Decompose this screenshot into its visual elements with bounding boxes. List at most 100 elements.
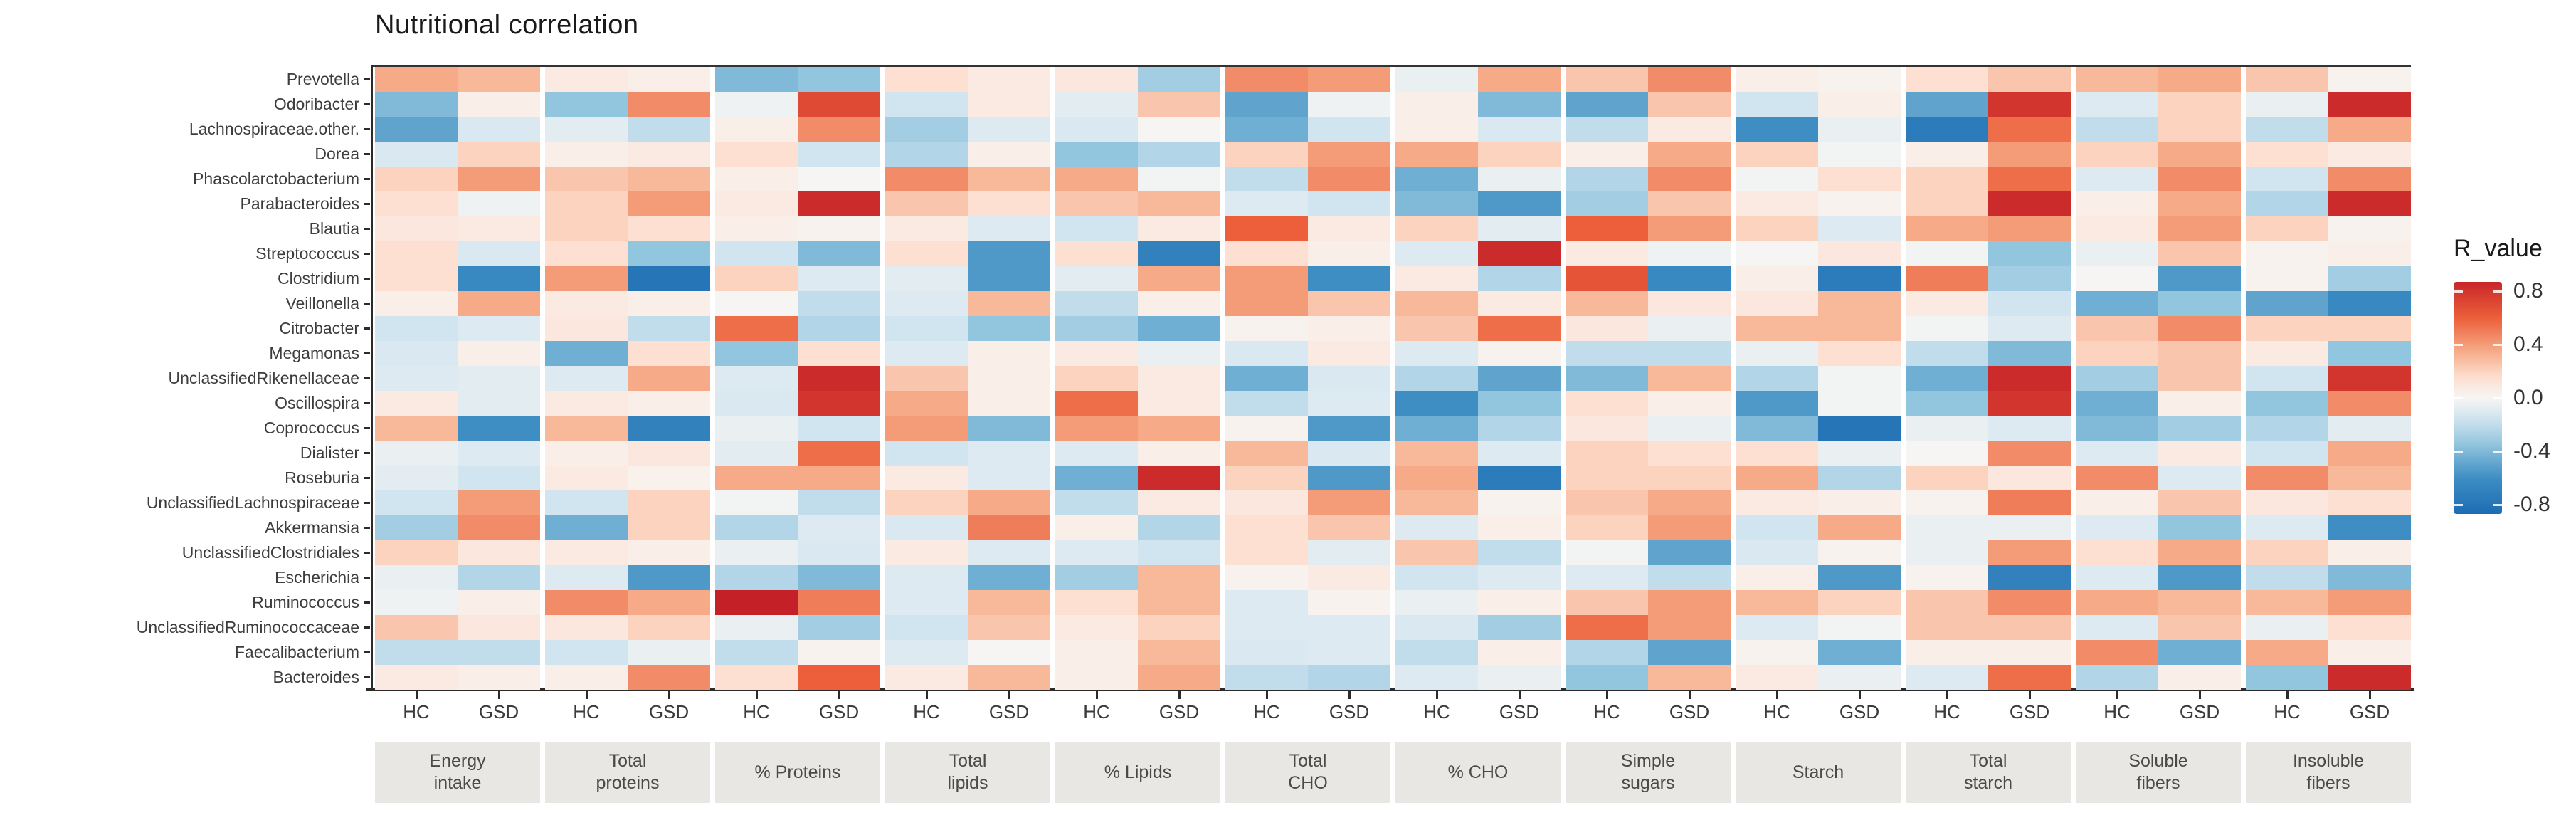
heatmap-cell xyxy=(1988,391,2071,416)
heatmap-cell xyxy=(1055,167,1138,191)
heatmap-cell xyxy=(1988,341,2071,366)
heatmap-cell xyxy=(1566,540,1648,565)
heatmap-cell xyxy=(1736,540,1818,565)
heatmap-facet xyxy=(2076,67,2241,690)
x-axis-group-label: HC xyxy=(1083,701,1110,722)
heatmap-cell xyxy=(1308,67,1390,92)
heatmap-cell xyxy=(1906,590,1988,615)
heatmap-cell xyxy=(715,366,798,391)
heatmap-cell xyxy=(1906,167,1988,191)
heatmap-cell xyxy=(1225,515,1308,540)
heatmap-cell xyxy=(2328,167,2411,191)
heatmap-cell xyxy=(458,590,540,615)
heatmap-cell xyxy=(1478,117,1561,142)
heatmap-cell xyxy=(375,466,458,490)
x-axis-tick xyxy=(668,691,670,699)
heatmap-cell xyxy=(885,665,968,690)
heatmap-cell xyxy=(2158,167,2241,191)
heatmap-cell xyxy=(1736,167,1818,191)
heatmap-cell xyxy=(1138,191,1220,216)
y-axis-label: Blautia xyxy=(309,219,359,238)
heatmap-cell xyxy=(715,117,798,142)
heatmap-cell xyxy=(1055,266,1138,291)
heatmap-cell xyxy=(1736,665,1818,690)
heatmap-cell xyxy=(2328,191,2411,216)
heatmap-cell xyxy=(1308,515,1390,540)
heatmap-cell xyxy=(1225,167,1308,191)
heatmap-cell xyxy=(1225,441,1308,466)
heatmap-cell xyxy=(1648,540,1731,565)
heatmap-cell xyxy=(968,92,1050,117)
heatmap-cell xyxy=(968,366,1050,391)
heatmap-cell xyxy=(1648,142,1731,167)
heatmap-cell xyxy=(798,191,880,216)
heatmap-cell xyxy=(798,92,880,117)
x-axis-tick xyxy=(1946,691,1948,699)
facet-strip-label: Total proteins xyxy=(596,751,660,793)
heatmap-cell xyxy=(715,490,798,515)
x-axis-group-label: GSD xyxy=(988,701,1030,722)
facet-strip: Total CHO xyxy=(1225,742,1390,803)
heatmap-cell xyxy=(1906,191,1988,216)
heatmap-cell xyxy=(1055,92,1138,117)
y-axis-tick xyxy=(364,352,370,354)
facet-strip: Insoluble fibers xyxy=(2246,742,2411,803)
heatmap-cell xyxy=(1648,291,1731,316)
heatmap-cell xyxy=(545,416,628,441)
heatmap-cell xyxy=(798,515,880,540)
heatmap-cell xyxy=(1648,241,1731,266)
heatmap-cell xyxy=(545,142,628,167)
heatmap-cell xyxy=(2076,640,2158,665)
heatmap-cell xyxy=(1566,191,1648,216)
heatmap-cell xyxy=(375,316,458,341)
x-axis-tick xyxy=(1348,691,1351,699)
heatmap-cell xyxy=(798,341,880,366)
heatmap-cell xyxy=(1906,391,1988,416)
heatmap-cell xyxy=(1648,590,1731,615)
heatmap-cell xyxy=(1648,167,1731,191)
heatmap-cell xyxy=(2158,391,2241,416)
heatmap-cell xyxy=(1648,117,1731,142)
heatmap-cell xyxy=(1308,565,1390,590)
y-axis-label: UnclassifiedRikenellaceae xyxy=(168,369,359,387)
heatmap-facet xyxy=(375,67,540,690)
legend-tick-label: 0.4 xyxy=(2513,332,2543,357)
heatmap-cell xyxy=(1988,590,2071,615)
heatmap-cell xyxy=(885,216,968,241)
heatmap-cell xyxy=(628,640,710,665)
y-axis-tick xyxy=(364,676,370,678)
y-axis-label: Clostridium xyxy=(277,269,359,288)
heatmap-cell xyxy=(458,540,540,565)
heatmap-cell xyxy=(715,266,798,291)
heatmap-cell xyxy=(1818,640,1901,665)
heatmap-cell xyxy=(375,142,458,167)
heatmap-cell xyxy=(458,67,540,92)
heatmap-cell xyxy=(1225,266,1308,291)
heatmap-cell xyxy=(628,540,710,565)
heatmap-facet xyxy=(1566,67,1731,690)
heatmap-cell xyxy=(2246,366,2328,391)
heatmap-cell xyxy=(1395,416,1478,441)
heatmap-cell xyxy=(1736,565,1818,590)
heatmap-cell xyxy=(1818,216,1901,241)
heatmap-cell xyxy=(2328,266,2411,291)
heatmap-facet xyxy=(1225,67,1390,690)
heatmap-cell xyxy=(1818,117,1901,142)
heatmap-cell xyxy=(1648,341,1731,366)
heatmap-cell xyxy=(1736,466,1818,490)
heatmap-cell xyxy=(1818,266,1901,291)
heatmap-cell xyxy=(375,665,458,690)
heatmap-cell xyxy=(1478,241,1561,266)
heatmap-cell xyxy=(2076,515,2158,540)
heatmap-cell xyxy=(1138,540,1220,565)
heatmap-cell xyxy=(715,142,798,167)
heatmap-cell xyxy=(1055,67,1138,92)
heatmap-cell xyxy=(1736,391,1818,416)
heatmap-cell xyxy=(2246,515,2328,540)
heatmap-cell xyxy=(968,416,1050,441)
heatmap-cell xyxy=(798,590,880,615)
heatmap-cell xyxy=(1988,191,2071,216)
heatmap-cell xyxy=(2328,117,2411,142)
facet-strip-label: % Lipids xyxy=(1104,762,1172,782)
heatmap-cell xyxy=(1395,615,1478,640)
